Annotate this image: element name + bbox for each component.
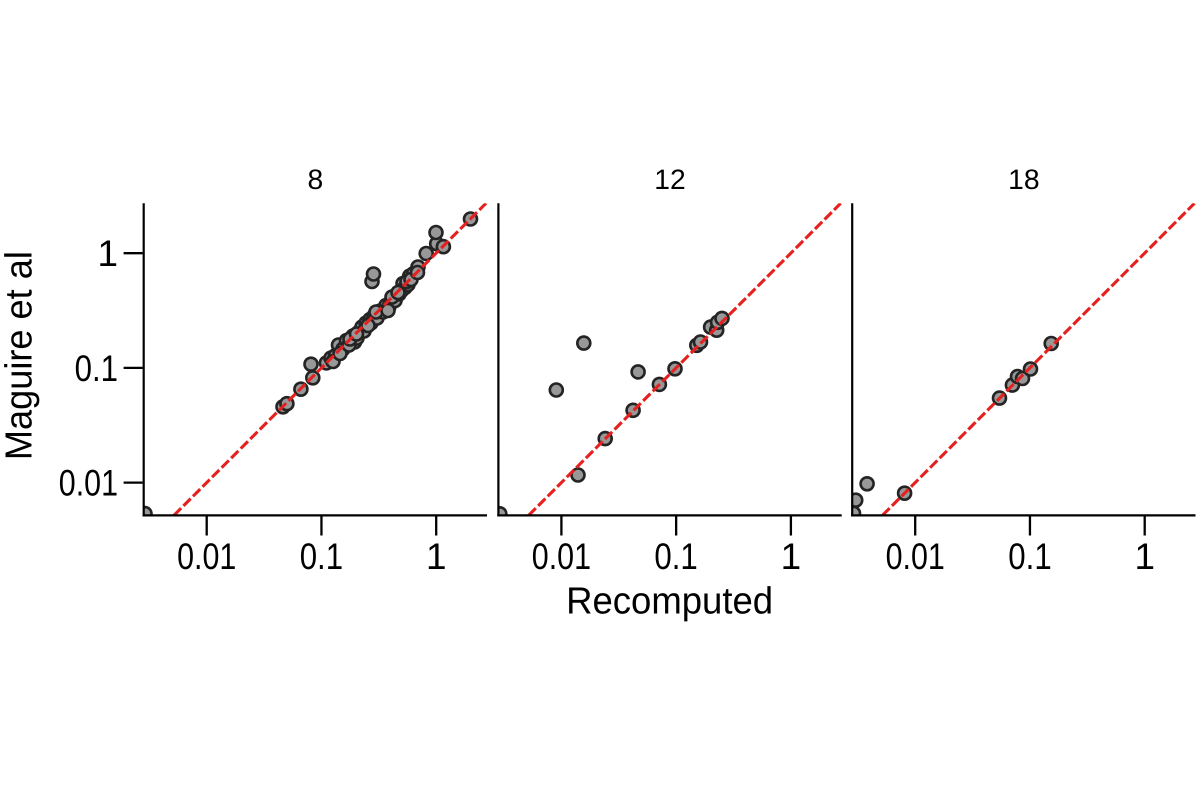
svg-text:1: 1 <box>781 536 802 577</box>
svg-text:8: 8 <box>308 163 324 195</box>
svg-text:1: 1 <box>98 233 119 274</box>
svg-text:0.01: 0.01 <box>886 536 945 577</box>
svg-text:1: 1 <box>426 536 447 577</box>
svg-text:18: 18 <box>1008 163 1039 195</box>
svg-text:0.01: 0.01 <box>59 462 118 503</box>
svg-text:Maguire et al: Maguire et al <box>0 251 41 460</box>
svg-text:0.01: 0.01 <box>177 536 236 577</box>
svg-text:12: 12 <box>654 163 685 195</box>
svg-text:0.1: 0.1 <box>1008 536 1051 577</box>
svg-text:0.01: 0.01 <box>532 536 591 577</box>
svg-text:Recomputed: Recomputed <box>566 580 773 622</box>
svg-text:0.1: 0.1 <box>654 536 697 577</box>
svg-text:1: 1 <box>1134 536 1155 577</box>
svg-text:0.1: 0.1 <box>75 348 118 389</box>
svg-text:0.1: 0.1 <box>300 536 343 577</box>
